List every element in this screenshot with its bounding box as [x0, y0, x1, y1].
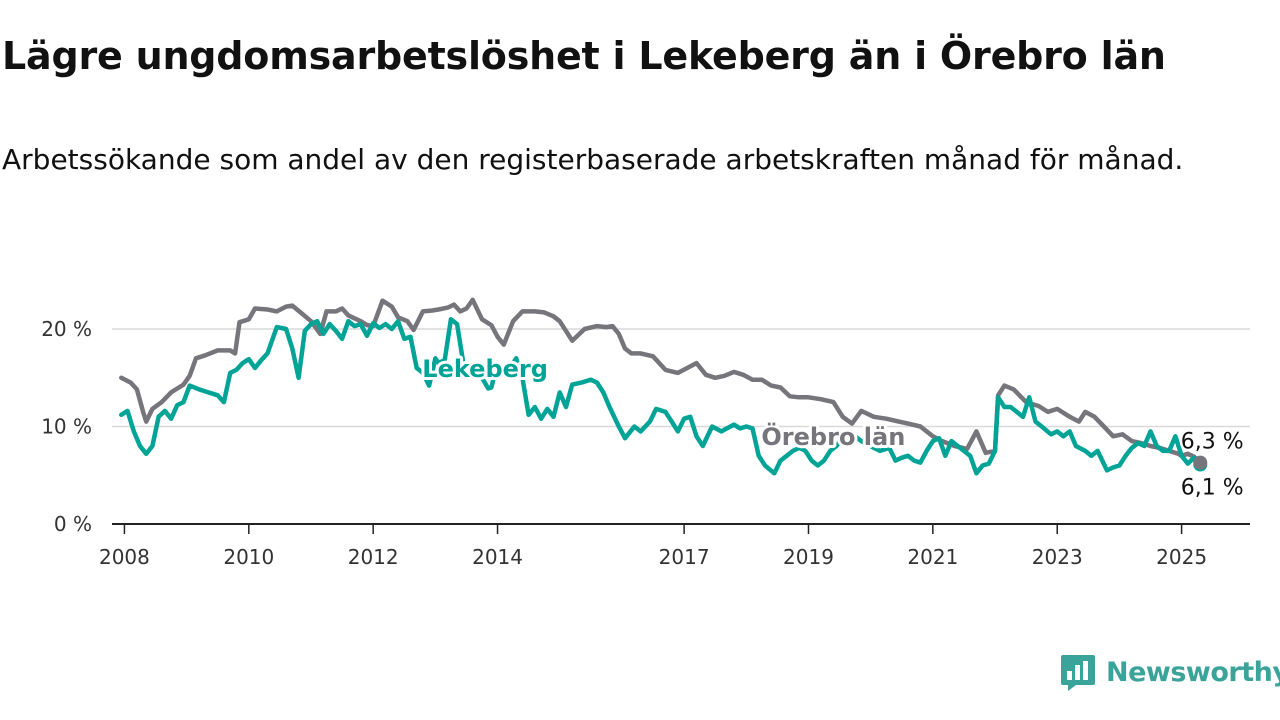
end-value-label-halo: 6,3 % [1181, 430, 1244, 455]
x-tick-label: 2008 [99, 545, 150, 569]
end-value-label-halo: 6,1 % [1181, 476, 1244, 501]
y-tick-label: 10 % [41, 415, 92, 439]
end-value-label: 6,1 % [1181, 476, 1244, 501]
end-point [1193, 455, 1208, 470]
chart-title: Lägre ungdomsarbetslöshet i Lekeberg än … [2, 34, 1166, 78]
x-tick-label: 2017 [659, 545, 710, 569]
series-line--rebro-l-n [119, 297, 1203, 465]
x-tick-label: 2019 [783, 545, 834, 569]
grid-lines [112, 328, 1250, 428]
y-tick-label: 0 % [54, 512, 92, 536]
series-label: Lekeberg [422, 355, 548, 383]
newsworthy-logo: Newsworthy [1060, 652, 1280, 692]
line-chart: 0 % 10 % 20 % 2008 2010 2012 2014 2017 2019 2021 2… [41, 297, 1250, 569]
series-label: Örebro län [761, 421, 905, 451]
newsworthy-logo-icon [1061, 655, 1095, 691]
chart-subtitle: Arbetssökande som andel av den registerb… [2, 143, 1184, 176]
x-tick-label: 2014 [472, 545, 523, 569]
series-line-lekeberg [119, 317, 1203, 476]
x-tick-label: 2021 [907, 545, 958, 569]
x-axis: 0 % 10 % 20 % 2008 2010 2012 2014 2017 2019 2021 2… [41, 317, 1250, 569]
x-tick-label: 2025 [1156, 545, 1207, 569]
series-lines [119, 297, 1208, 476]
end-value-label: 6,3 % [1181, 430, 1244, 455]
y-tick-label: 20 % [41, 317, 92, 341]
series-label-halo: Lekeberg [422, 355, 548, 383]
series-label-halo: Örebro län [761, 421, 905, 451]
x-tick-label: 2023 [1032, 545, 1083, 569]
x-tick-label: 2010 [223, 545, 274, 569]
x-tick-label: 2012 [348, 545, 399, 569]
brand-name: Newsworthy [1106, 656, 1280, 688]
